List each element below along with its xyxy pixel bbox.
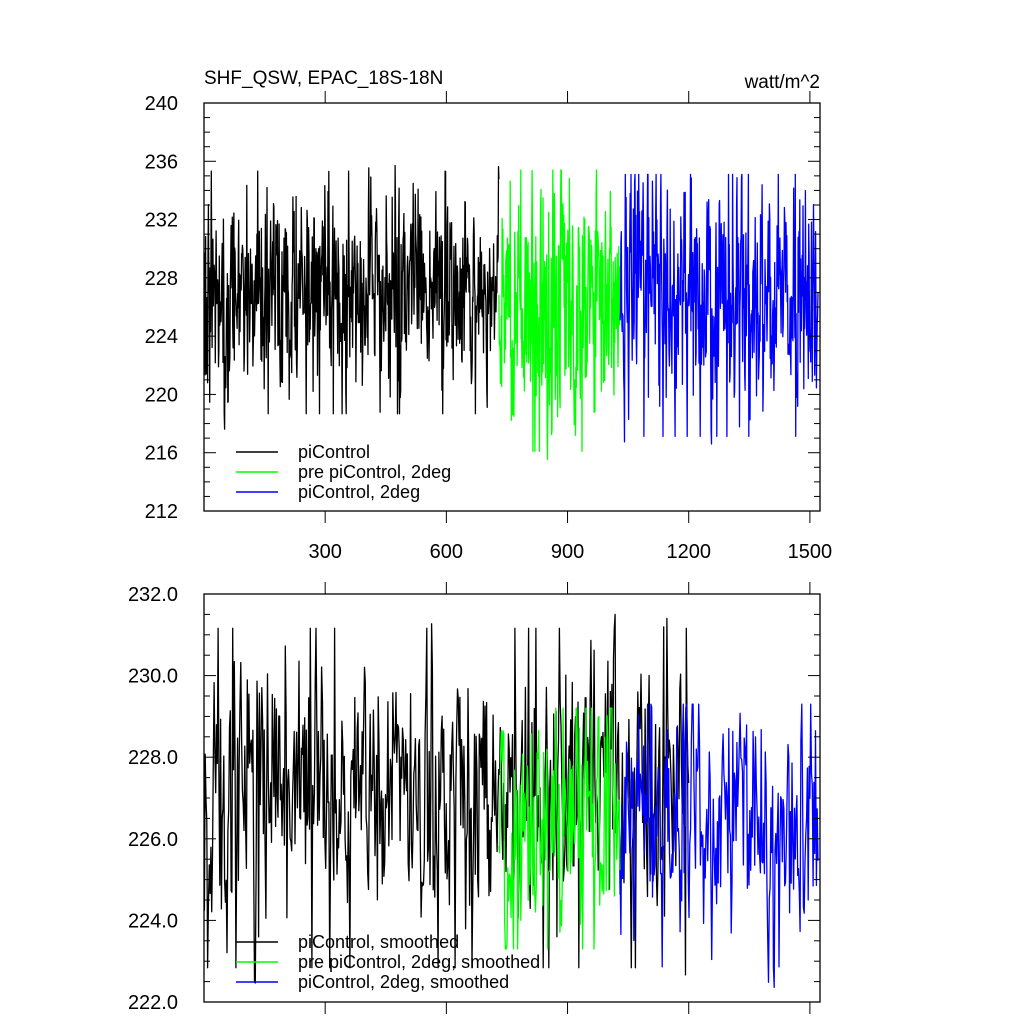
series-line-3	[619, 173, 819, 445]
units-label: watt/m^2	[744, 72, 820, 93]
legend-label: piControl	[298, 442, 370, 462]
series-line-1	[203, 164, 500, 430]
series-line-2	[498, 169, 621, 460]
y-tick-label: 224	[145, 326, 178, 348]
y-tick-label: 230.0	[128, 666, 178, 688]
series-group	[203, 613, 819, 989]
series-line-3	[619, 703, 819, 989]
legend-label: piControl, smoothed	[298, 932, 459, 952]
x-tick-label: 600	[430, 541, 463, 563]
y-tick-label: 228.0	[128, 747, 178, 769]
x-tick-label: 1500	[788, 541, 833, 563]
series-group	[203, 164, 819, 460]
axes: 222.0 224.0 226.0 228.0 230.0 232.0	[128, 582, 821, 1014]
y-tick-label: 220	[145, 384, 178, 406]
y-tick-label: 222.0	[128, 992, 178, 1014]
y-tick-label: 216	[145, 443, 178, 465]
y-tick-label: 232	[145, 210, 178, 232]
axes: 212 216 220 224 228 232 236 240 300 600 900 1200 150…	[145, 91, 833, 563]
x-tick-label: 300	[308, 541, 341, 563]
legend-label: pre piControl, 2deg	[298, 462, 451, 482]
x-tick-label: 900	[551, 541, 584, 563]
top-panel: SHF_QSW, EPAC_18S-18N watt/m^2 212 216 220…	[145, 68, 833, 563]
y-tick-label: 228	[145, 268, 178, 290]
y-tick-label: 212	[145, 501, 178, 523]
chart-title: SHF_QSW, EPAC_18S-18N	[204, 68, 443, 89]
bottom-panel: 222.0 224.0 226.0 228.0 230.0 232.0 piControl…	[128, 582, 821, 1014]
y-tick-label: 240	[145, 93, 178, 115]
y-tick-label: 232.0	[128, 584, 178, 606]
legend-label: pre piControl, 2deg, smoothed	[298, 952, 540, 972]
legend-label: piControl, 2deg, smoothed	[298, 972, 509, 992]
legend-label: piControl, 2deg	[298, 482, 420, 502]
series-line-2	[498, 707, 621, 950]
x-tick-label: 1200	[666, 541, 711, 563]
y-tick-label: 236	[145, 151, 178, 173]
y-tick-label: 224.0	[128, 910, 178, 932]
series-line-1	[203, 613, 690, 984]
y-tick-label: 226.0	[128, 829, 178, 851]
